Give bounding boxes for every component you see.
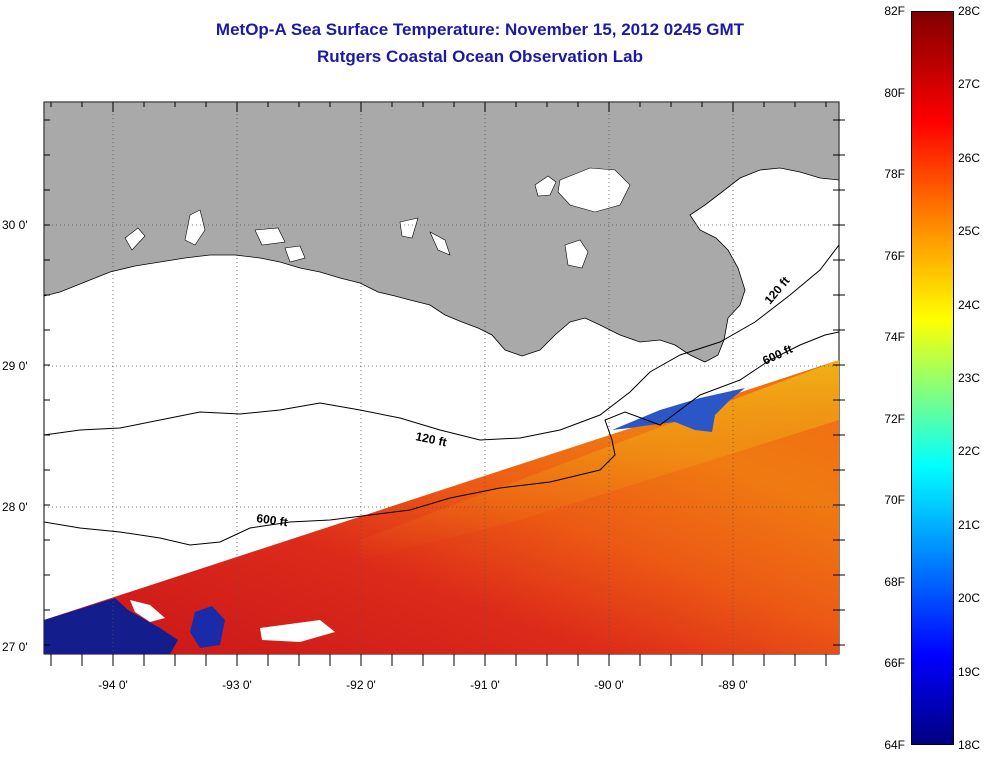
lake — [284, 245, 306, 263]
lat-labels: 30 0' 29 0' 28 0' 27 0' — [2, 218, 28, 654]
colorbar-f-label: 72F — [884, 411, 905, 426]
colorbar — [911, 11, 954, 745]
lon-tick-label: -93 0' — [222, 678, 252, 692]
land-mass — [44, 102, 839, 363]
map-title: MetOp-A Sea Surface Temperature: Novembe… — [215, 20, 745, 39]
contour-label: 600 ft — [256, 511, 289, 529]
cold-spot — [190, 606, 225, 648]
lake — [557, 167, 631, 213]
colorbar-f-label: 82F — [884, 4, 905, 18]
lake — [254, 227, 286, 246]
colorbar-f-label: 76F — [884, 248, 905, 263]
colorbar-f-label: 64F — [884, 738, 905, 752]
lon-tick-label: -94 0' — [98, 678, 128, 692]
lon-tick-label: -89 0' — [718, 678, 748, 692]
lon-tick-label: -92 0' — [346, 678, 376, 692]
colorbar-c-label: 19C — [958, 664, 981, 679]
frame-ticks — [44, 102, 845, 666]
lake — [124, 227, 146, 251]
colorbar-f-label: 74F — [884, 330, 905, 345]
map-subtitle: Rutgers Coastal Ocean Observation Lab — [317, 47, 643, 66]
contour-label: 120 ft — [414, 429, 448, 449]
lon-tick-label: -90 0' — [594, 678, 624, 692]
colorbar-f-label: 80F — [884, 85, 905, 100]
cloud-mask — [260, 620, 335, 642]
colorbar-f-label: 70F — [884, 493, 905, 508]
lake — [184, 209, 206, 246]
colorbar-c-label: 27C — [958, 77, 981, 92]
lat-tick-label: 27 0' — [2, 640, 28, 654]
colorbar-f-label: 68F — [884, 574, 905, 589]
colorbar-f-label: 78F — [884, 167, 905, 182]
grid — [44, 102, 839, 654]
contour-600ft — [44, 331, 839, 546]
colorbar-c-label: 22C — [958, 444, 981, 459]
lake — [429, 231, 451, 256]
lake — [399, 217, 419, 239]
cold-region — [44, 598, 178, 654]
lat-tick-label: 28 0' — [2, 500, 28, 514]
colorbar-c-label: 25C — [958, 224, 981, 239]
lake — [564, 239, 589, 269]
colorbar-c-label: 20C — [958, 591, 981, 606]
colorbar-f-label: 66F — [884, 656, 905, 671]
lon-tick-label: -91 0' — [470, 678, 500, 692]
colorbar-c-label: 28C — [958, 4, 981, 18]
contour-120ft — [44, 244, 839, 441]
colorbar-c-label: 24C — [958, 297, 981, 312]
lat-tick-label: 30 0' — [2, 218, 28, 232]
sst-swath — [44, 360, 839, 654]
colorbar-c-label: 23C — [958, 371, 981, 385]
lat-tick-label: 29 0' — [2, 359, 28, 373]
colorbar-c-label: 26C — [958, 150, 981, 165]
lake — [534, 175, 557, 197]
lon-labels: -94 0' -93 0' -92 0' -91 0' -90 0' -89 0' — [98, 678, 748, 692]
cloud-mask — [130, 600, 165, 622]
colorbar-c-label: 21C — [958, 517, 981, 532]
cold-anomaly — [612, 388, 745, 432]
colorbar-c-label: 18C — [958, 738, 981, 752]
